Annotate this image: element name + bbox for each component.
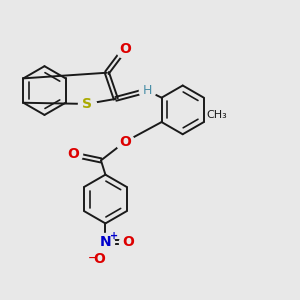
Text: H: H [142, 84, 152, 97]
Text: O: O [119, 42, 131, 56]
Text: O: O [94, 252, 105, 266]
Text: O: O [122, 235, 134, 249]
Text: +: + [110, 231, 118, 241]
Text: N: N [100, 235, 111, 249]
Text: CH₃: CH₃ [206, 110, 227, 120]
Text: O: O [67, 148, 79, 161]
Text: O: O [119, 135, 131, 149]
Text: −: − [88, 253, 98, 262]
Text: S: S [82, 97, 92, 111]
